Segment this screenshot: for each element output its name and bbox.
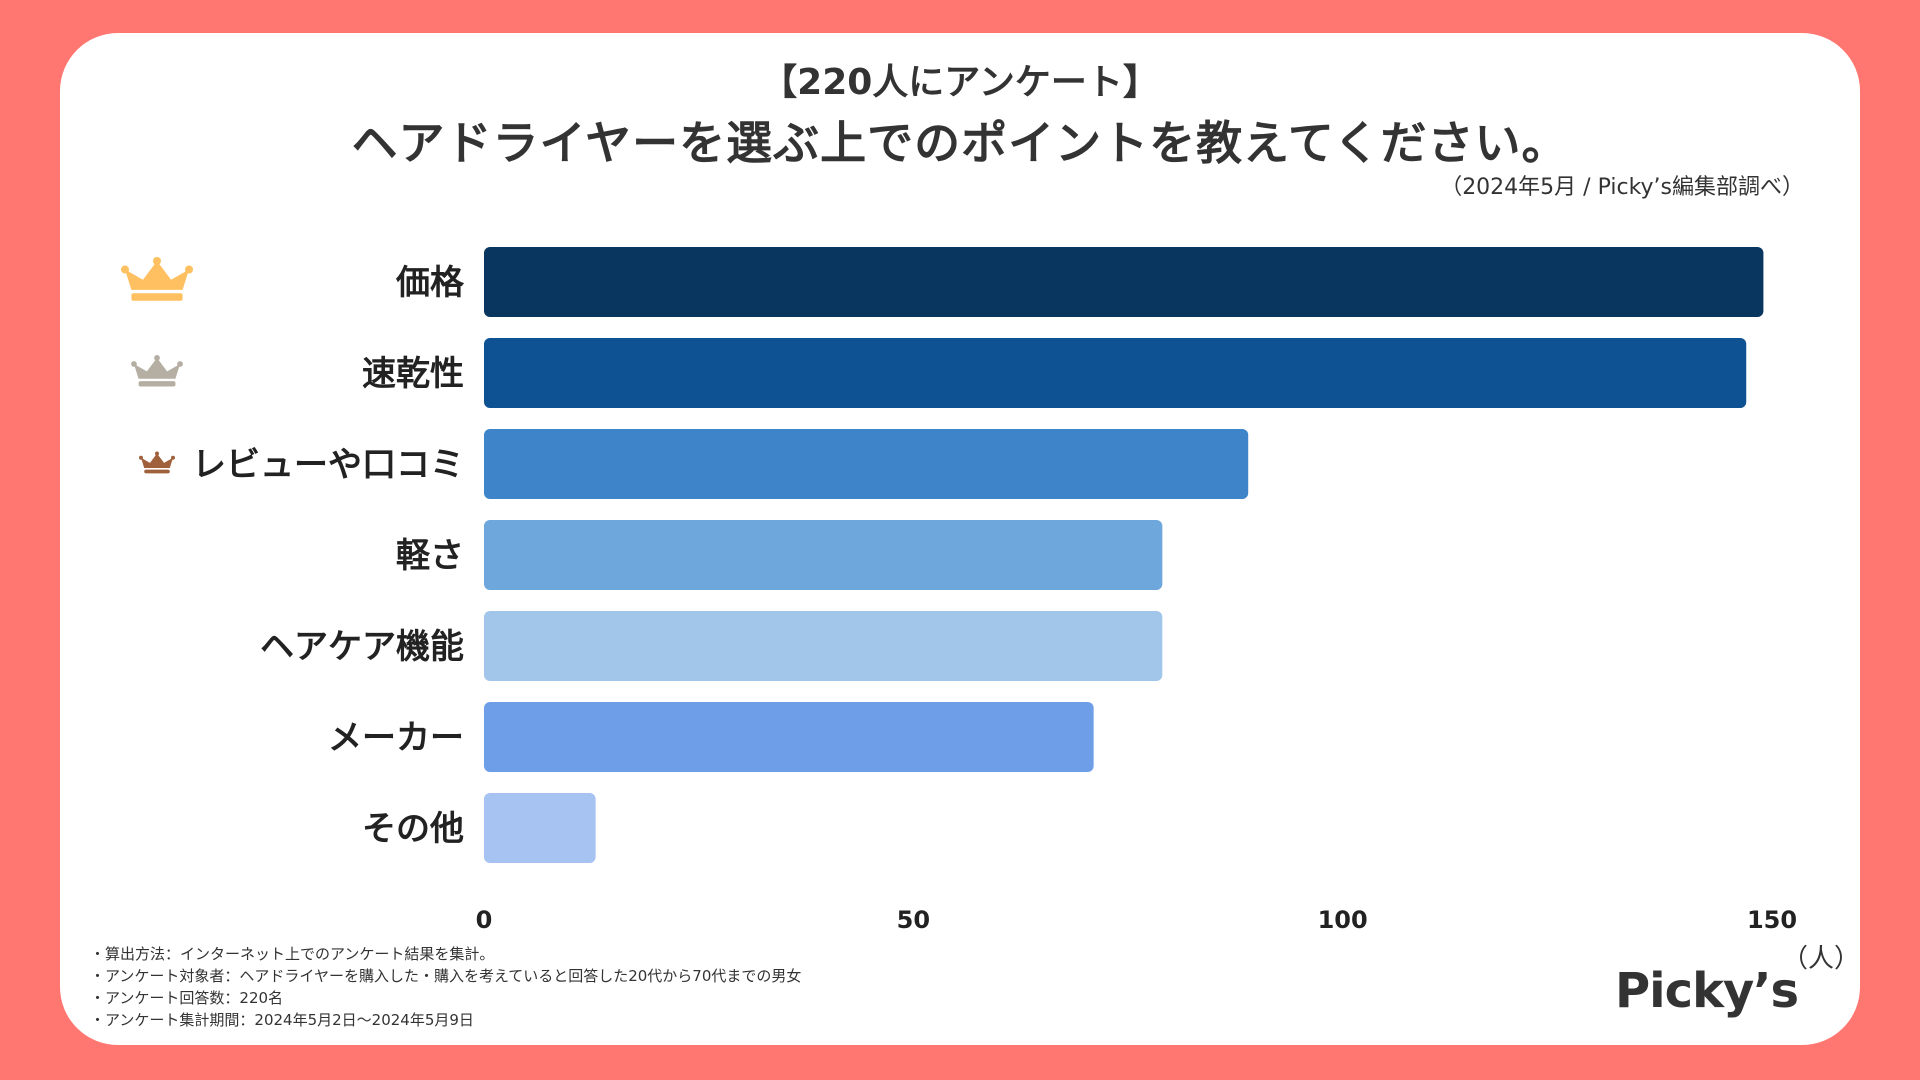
category-label-5: ヘアケア機能	[260, 627, 464, 667]
note-target: ・アンケート対象者：ヘアドライヤーを購入した・購入を考えていると回答した20代か…	[90, 967, 802, 985]
source-note: （2024年5月 / Picky’s編集部調べ）	[1440, 175, 1804, 200]
x-tick-100: 100	[1318, 906, 1368, 934]
x-tick-0: 0	[476, 906, 493, 934]
pickys-logo: Picky’s	[1615, 963, 1799, 1019]
crown-gold-icon	[121, 257, 193, 301]
category-label-2: 速乾性	[362, 354, 464, 394]
note-period: ・アンケート集計期間：2024年5月2日〜2024年5月9日	[90, 1011, 474, 1029]
bar-5	[484, 611, 1163, 681]
category-label-4: 軽さ	[396, 536, 464, 576]
bar-6	[484, 702, 1094, 772]
x-axis-unit: （人）	[1782, 944, 1861, 974]
category-label-6: メーカー	[328, 718, 464, 758]
category-label-7: その他	[362, 809, 464, 849]
x-tick-150: 150	[1747, 906, 1797, 934]
note-method: ・算出方法：インターネット上でのアンケート結果を集計。	[90, 945, 495, 963]
chart-card: 【220人にアンケート】 ヘアドライヤーを選ぶ上でのポイントを教えてください。 …	[60, 33, 1860, 1045]
category-label-1: 価格	[395, 263, 465, 303]
chart-title: ヘアドライヤーを選ぶ上でのポイントを教えてください。	[351, 116, 1569, 170]
survey-notes: ・算出方法：インターネット上でのアンケート結果を集計。 ・アンケート対象者：ヘア…	[90, 943, 801, 1031]
category-label-3: レビューや口コミ	[192, 445, 464, 485]
bar-4	[484, 520, 1163, 590]
bar-2	[484, 338, 1747, 408]
bar-7	[484, 793, 596, 863]
bar-3	[484, 429, 1249, 499]
crown-bronze-icon	[139, 451, 175, 474]
survey-subtitle: 【220人にアンケート】	[761, 62, 1159, 103]
crown-silver-icon	[131, 355, 183, 387]
x-tick-50: 50	[897, 906, 930, 934]
bar-1	[484, 247, 1764, 317]
note-count: ・アンケート回答数：220名	[90, 989, 284, 1007]
